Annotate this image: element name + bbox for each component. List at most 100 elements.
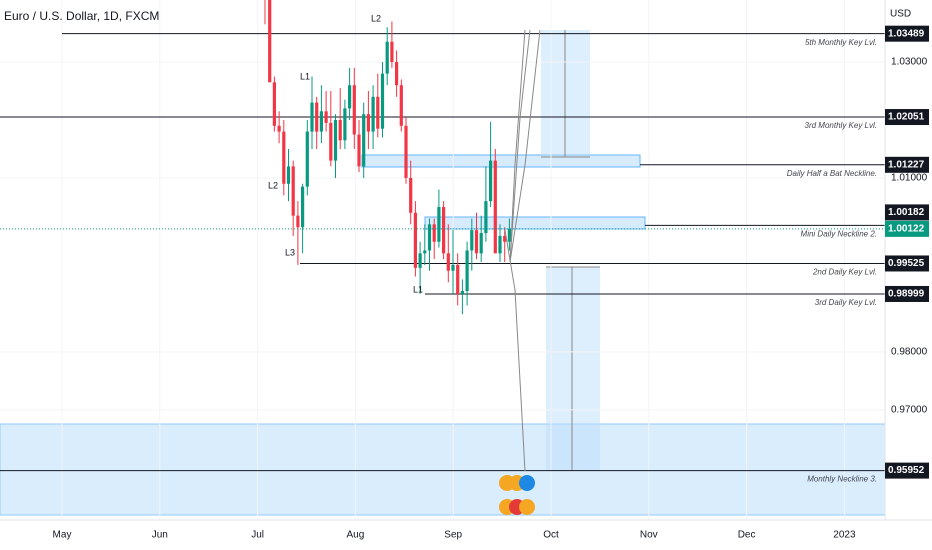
chart-title: Euro / U.S. Dollar, 1D, FXCM <box>4 9 159 23</box>
price-label-box <box>885 204 929 221</box>
candle-body <box>474 230 479 254</box>
candle-body <box>362 114 366 167</box>
candle-body <box>390 41 394 63</box>
x-tick-label: Nov <box>640 530 658 541</box>
candle-body <box>418 253 422 268</box>
currency-label: USD <box>890 9 911 20</box>
arrow <box>509 29 531 263</box>
arrow <box>509 29 526 263</box>
coin-icon <box>519 499 535 515</box>
x-tick-label: May <box>53 530 72 541</box>
level-name: 3rd Daily Key Lvl. <box>815 298 877 307</box>
candle-body <box>286 166 291 184</box>
price-label: 0.98999 <box>888 289 925 300</box>
x-tick-label: Oct <box>543 530 559 541</box>
candle-body <box>343 108 347 141</box>
candle-body <box>329 122 333 161</box>
annotation: L2 <box>268 180 278 190</box>
level-name: 3rd Monthly Key Lvl. <box>805 121 877 130</box>
candle-body <box>413 212 417 268</box>
current-price-label: 1.00122 <box>888 224 925 235</box>
candle-body <box>479 233 483 254</box>
candle-body <box>282 131 286 184</box>
candle-body <box>348 85 352 109</box>
candle-body <box>296 215 300 228</box>
level-name: Monthly Neckline 3. <box>807 475 877 484</box>
price-label: 1.02051 <box>888 112 925 123</box>
coins <box>499 475 535 515</box>
level-name: 2nd Daily Key Lvl. <box>812 268 877 277</box>
candle-body <box>489 160 493 202</box>
candle-body <box>352 85 356 135</box>
candle-body <box>324 111 328 123</box>
arrow <box>509 29 541 263</box>
candle-body <box>395 62 399 86</box>
arrows <box>504 29 541 472</box>
candle-body <box>315 102 319 132</box>
price-label-box <box>885 25 929 42</box>
level-name: Daily Half a Bat Neckline. <box>787 169 877 178</box>
candle-body <box>291 166 295 216</box>
y-tick-label: 0.98000 <box>891 347 928 358</box>
zone <box>361 154 641 168</box>
candle-body <box>366 114 370 132</box>
candle-body <box>493 160 497 254</box>
annotation: L1 <box>413 284 423 294</box>
candle-body <box>380 73 385 129</box>
candle-body <box>277 125 281 132</box>
candle-body <box>319 111 323 132</box>
level-name: 5th Monthly Key Lvl. <box>805 38 877 47</box>
candle-body <box>272 82 276 126</box>
candle-body <box>338 120 342 141</box>
candle-body <box>498 235 502 254</box>
candle-body <box>484 201 488 234</box>
price-label: 0.95952 <box>888 465 925 476</box>
candle-body <box>465 250 469 292</box>
candle-body <box>310 102 314 132</box>
candle-body <box>305 131 309 187</box>
candle-body <box>268 0 272 83</box>
price-label-box <box>885 255 929 272</box>
x-tick-label: Jul <box>251 530 264 541</box>
x-tick-label: Aug <box>347 530 365 541</box>
arrow <box>504 229 526 472</box>
x-tick-label: 2023 <box>833 530 856 541</box>
annotation: L1 <box>300 71 310 81</box>
x-tick-label: Jun <box>152 530 168 541</box>
price-label: 1.01227 <box>888 159 925 170</box>
candle-body <box>404 125 408 178</box>
zone <box>0 423 886 516</box>
plot <box>0 0 885 520</box>
candle-body <box>470 230 474 251</box>
price-label-box <box>885 285 929 302</box>
x-tick-label: Dec <box>738 530 756 541</box>
candle-body <box>451 264 455 271</box>
candle-body <box>442 206 446 254</box>
x-tick-label: Sep <box>444 530 462 541</box>
candle-body <box>301 186 305 228</box>
price-label-box <box>885 109 929 126</box>
candle-body <box>333 120 338 161</box>
coin-icon <box>519 475 535 491</box>
candle-body <box>409 177 413 213</box>
zone <box>424 216 646 230</box>
candle-body <box>437 206 441 242</box>
candle-body <box>385 41 389 74</box>
annotation: L2 <box>371 13 381 23</box>
price-label: 1.03489 <box>888 28 925 39</box>
current-price-box <box>885 220 929 237</box>
candle-body <box>423 250 427 254</box>
y-tick-label: 1.03000 <box>891 57 928 68</box>
price-label-box <box>885 462 929 479</box>
candle-body <box>503 235 507 242</box>
annotation: L3 <box>285 247 295 257</box>
candle-body <box>399 85 403 126</box>
y-tick-label: 0.97000 <box>891 404 928 415</box>
level-name: Mini Daily Neckline 2. <box>801 230 877 239</box>
y-tick-label: 1.01000 <box>891 173 928 184</box>
candle-body <box>446 253 450 271</box>
candle-body <box>357 134 361 167</box>
candle-body <box>507 228 511 242</box>
price-label: 0.99525 <box>888 258 925 269</box>
